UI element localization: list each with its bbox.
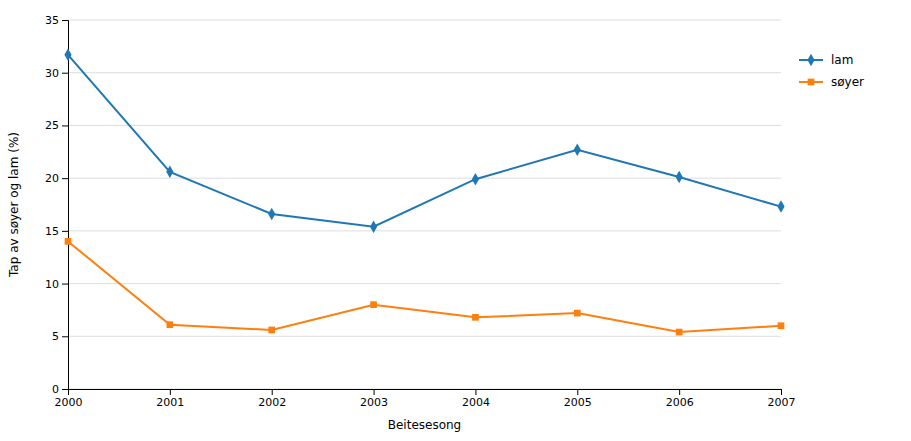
tick: 2002 (258, 389, 286, 409)
tick-mark (475, 389, 476, 395)
tick: 30 (45, 67, 68, 80)
point (370, 220, 377, 232)
point (65, 238, 72, 245)
tick-label: 2005 (564, 396, 592, 409)
tick: 35 (45, 14, 68, 27)
series-line (68, 55, 781, 227)
grid-line (68, 178, 781, 179)
chart: 2000 2001 2002 2003 2004 2005 2006 2007 0 5 10 15 20… (0, 0, 911, 441)
tick: 2003 (360, 389, 388, 409)
tick-label: 10 (45, 278, 59, 291)
grid-line (68, 336, 781, 337)
legend: lam søyer (799, 53, 864, 89)
series-line (68, 241, 781, 332)
tick-label: 2007 (768, 396, 796, 409)
x-axis-title: Beitesesong (388, 418, 462, 432)
tick: 20 (45, 172, 68, 185)
tick-label: 25 (45, 119, 59, 132)
tick-mark (781, 389, 782, 395)
tick-mark (170, 389, 171, 395)
tick: 2007 (768, 389, 796, 409)
grid-line (68, 72, 781, 73)
tick-mark (374, 389, 375, 395)
tick: 2001 (156, 389, 184, 409)
legend-label: lam (831, 53, 853, 67)
tick-label: 2002 (258, 396, 286, 409)
y-axis-title: Tap av søyer og lam (%) (7, 132, 21, 278)
tick: 2005 (564, 389, 592, 409)
axis-line (69, 390, 782, 396)
tick-mark (62, 389, 68, 390)
tick-mark (62, 125, 68, 126)
legend-item: lam (799, 53, 853, 67)
tick-label: 2000 (55, 396, 83, 409)
tick: 5 (52, 330, 68, 343)
point (64, 49, 71, 61)
tick: 10 (45, 278, 68, 291)
tick: 2006 (666, 389, 694, 409)
grid-line (68, 20, 781, 21)
tick-label: 30 (45, 67, 59, 80)
tick-label: 0 (52, 383, 59, 396)
tick-mark (62, 336, 68, 337)
tick-label: 35 (45, 14, 59, 27)
tick-mark (62, 178, 68, 179)
tick-label: 5 (52, 330, 59, 343)
tick: 0 (52, 383, 68, 396)
grid-line (68, 125, 781, 126)
point (268, 208, 275, 220)
point (778, 322, 785, 329)
point (676, 171, 683, 183)
legend-marker (807, 54, 814, 66)
point (574, 310, 581, 317)
point (472, 314, 479, 321)
x-axis: 2000 2001 2002 2003 2004 2005 2006 2007 (55, 389, 796, 409)
tick-mark (679, 389, 680, 395)
point (574, 143, 581, 155)
point (166, 166, 173, 178)
tick-label: 2001 (156, 396, 184, 409)
tick: 15 (45, 225, 68, 238)
legend-label: søyer (831, 75, 864, 89)
tick-label: 20 (45, 172, 59, 185)
tick-label: 2004 (462, 396, 490, 409)
tick: 2004 (462, 389, 490, 409)
tick-label: 2003 (360, 396, 388, 409)
plot-area (64, 49, 784, 336)
point (777, 200, 784, 212)
tick-mark (62, 231, 68, 232)
tick-mark (62, 73, 68, 74)
legend-item: søyer (799, 75, 864, 89)
legend-marker (808, 79, 815, 86)
tick-mark (272, 389, 273, 395)
point (676, 329, 683, 336)
tick-label: 15 (45, 225, 59, 238)
tick-mark (62, 284, 68, 285)
axis-line (62, 21, 69, 390)
point (370, 301, 377, 308)
tick-label: 2006 (666, 396, 694, 409)
tick: 25 (45, 119, 68, 132)
tick-mark (62, 20, 68, 21)
grid (68, 20, 781, 389)
tick-mark (577, 389, 578, 395)
grid-line (68, 283, 781, 284)
point (268, 327, 275, 334)
y-axis: 0 5 10 15 20 25 30 35 (45, 14, 69, 396)
point (167, 321, 174, 328)
point (472, 173, 479, 185)
grid-line (68, 230, 781, 231)
